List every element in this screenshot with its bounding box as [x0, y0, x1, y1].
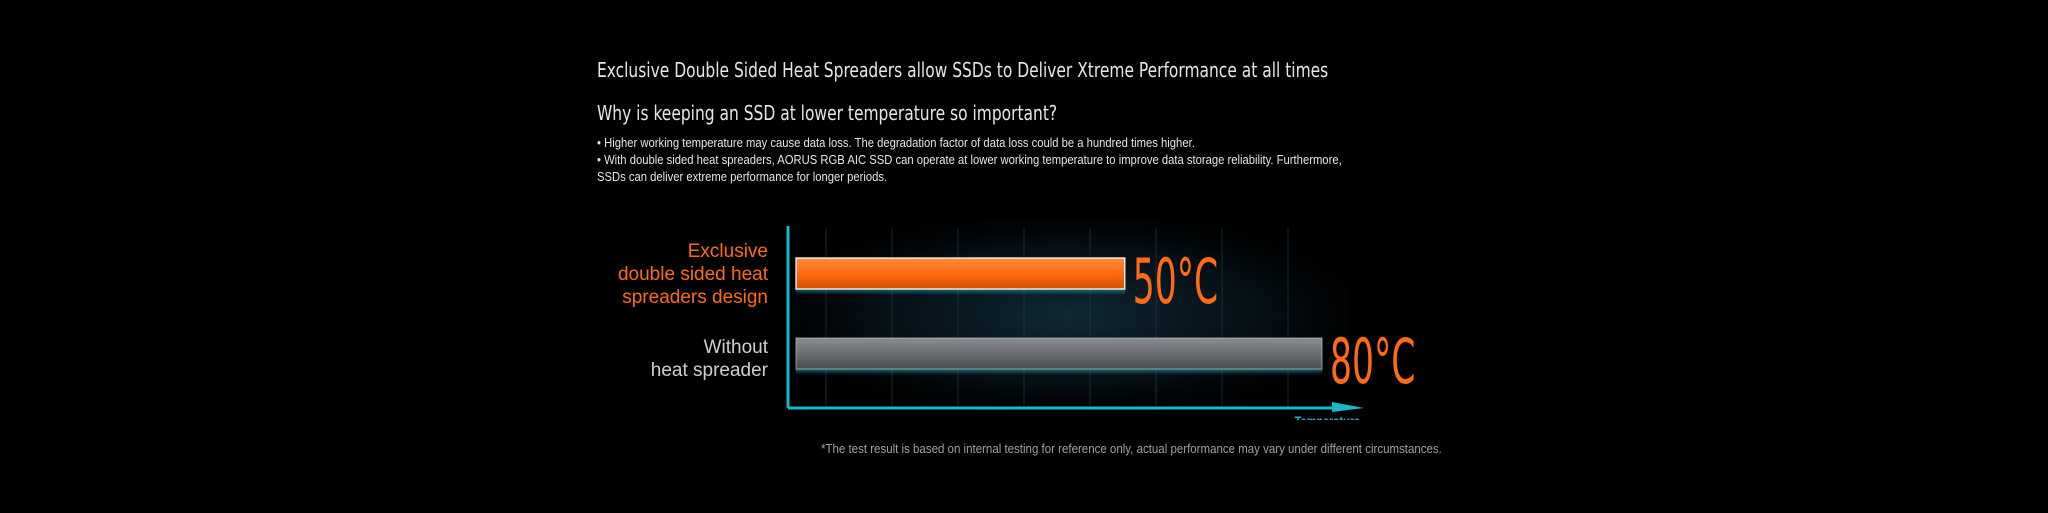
axes: Temperature	[786, 226, 1364, 420]
bar-reflection	[796, 369, 1322, 375]
category-label-line: double sided heat	[618, 264, 769, 285]
bar-value-label: 80°C	[1330, 327, 1415, 399]
bullet-item: • Higher working temperature may cause d…	[597, 136, 1195, 150]
bar-reflection	[796, 289, 1125, 295]
footnote: *The test result is based on internal te…	[821, 442, 1442, 456]
plot-background-glow	[788, 220, 1348, 410]
bar-with-heat-spreader	[795, 257, 1126, 290]
bullet-item: • With double sided heat spreaders, AORU…	[597, 153, 1342, 184]
page-subtitle: Why is keeping an SSD at lower temperatu…	[597, 101, 1058, 125]
category-label-line: heat spreader	[651, 360, 769, 381]
bar-value-label: 50°C	[1133, 247, 1218, 319]
page-title: Exclusive Double Sided Heat Spreaders al…	[597, 58, 1329, 82]
bar-without-heat-spreader	[795, 337, 1323, 370]
category-label-line: spreaders design	[622, 287, 768, 308]
x-axis-label: Temperature	[1295, 414, 1360, 420]
category-label-line: Exclusive	[688, 241, 768, 262]
x-axis-arrow-icon	[1332, 402, 1364, 412]
category-label-line: Without	[704, 337, 769, 358]
